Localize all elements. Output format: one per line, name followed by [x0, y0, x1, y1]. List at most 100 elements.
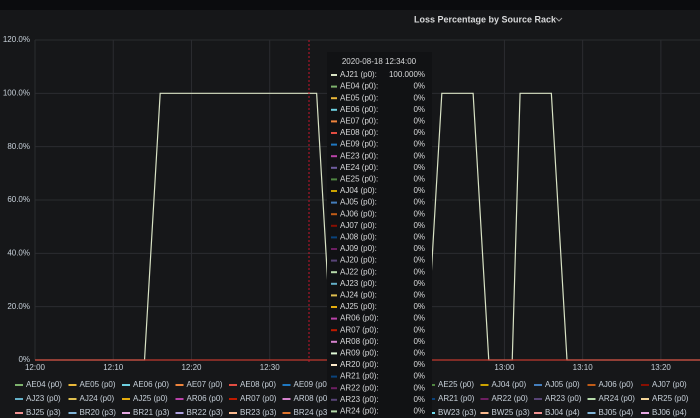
- legend-label[interactable]: AE04 (p0): [26, 380, 62, 389]
- legend-label[interactable]: AJ23 (p0): [26, 394, 61, 403]
- y-tick-label: 80.0%: [7, 142, 30, 151]
- tooltip-label: AE23 (p0):: [340, 151, 378, 160]
- legend-label[interactable]: AE25 (p0): [438, 380, 474, 389]
- tooltip-label: AJ08 (p0):: [340, 233, 377, 242]
- tooltip-label: AJ04 (p0):: [340, 186, 377, 195]
- panel-title[interactable]: Loss Percentage by Source Rack: [414, 14, 557, 24]
- tooltip-value: 0%: [413, 337, 425, 346]
- legend-label[interactable]: BW25 (p3): [492, 408, 531, 417]
- tooltip-value: 0%: [413, 221, 425, 230]
- legend-label[interactable]: AE09 (p0): [294, 380, 330, 389]
- legend-label[interactable]: BJ06 (p4): [652, 408, 687, 417]
- tooltip-value: 0%: [413, 140, 425, 149]
- legend-label[interactable]: AR21 (p0): [438, 394, 475, 403]
- tooltip-value: 0%: [413, 267, 425, 276]
- tooltip-label: AJ25 (p0):: [340, 302, 377, 311]
- tooltip-value: 0%: [413, 325, 425, 334]
- legend-label[interactable]: AR23 (p0): [545, 394, 582, 403]
- legend-label[interactable]: AR22 (p0): [492, 394, 529, 403]
- legend-label[interactable]: AJ04 (p0): [492, 380, 527, 389]
- y-tick-label: 20.0%: [7, 302, 30, 311]
- tooltip-label: AJ21 (p0):: [340, 70, 377, 79]
- legend: AE04 (p0) AE05 (p0) AE06 (p0) AE07 (p0) AE08…: [15, 380, 689, 417]
- legend-label[interactable]: BJ04 (p4): [545, 408, 580, 417]
- x-tick-label: 12:10: [103, 363, 124, 372]
- tooltip-value: 0%: [413, 256, 425, 265]
- legend-label[interactable]: BJ25 (p3): [26, 408, 61, 417]
- tooltip-label: AR20 (p0):: [340, 360, 379, 369]
- legend-label[interactable]: BR23 (p3): [240, 408, 277, 417]
- tooltip-label: AJ07 (p0):: [340, 221, 377, 230]
- legend-label[interactable]: BR24 (p3): [294, 408, 331, 417]
- tooltip-label: AE09 (p0):: [340, 140, 378, 149]
- plot-area: 0% 20.0% 40.0% 60.0% 80.0% 100.0% 120.0% 12:00 1…: [3, 35, 700, 372]
- legend-label[interactable]: AJ06 (p0): [599, 380, 634, 389]
- tooltip-value: 0%: [413, 383, 425, 392]
- tooltip-value: 0%: [413, 117, 425, 126]
- tooltip-label: AE25 (p0):: [340, 175, 378, 184]
- tooltip-label: AE06 (p0):: [340, 105, 378, 114]
- legend-label[interactable]: BJ05 (p4): [599, 408, 634, 417]
- legend-label[interactable]: AR07 (p0): [240, 394, 277, 403]
- legend-label[interactable]: AJ25 (p0): [133, 394, 168, 403]
- x-tick-label: 12:20: [181, 363, 202, 372]
- tooltip-time: 2020-08-18 12:34:00: [342, 57, 417, 66]
- tooltip-label: AR06 (p0):: [340, 314, 379, 323]
- series-line: [35, 92, 700, 361]
- tooltip-label: AE08 (p0):: [340, 128, 378, 137]
- tooltip-label: AE07 (p0):: [340, 117, 378, 126]
- tooltip-label: AR07 (p0):: [340, 325, 379, 334]
- tooltip-label: AJ05 (p0):: [340, 198, 377, 207]
- top-bar: [0, 0, 700, 10]
- tooltip-value: 0%: [413, 233, 425, 242]
- tooltip-label: AJ09 (p0):: [340, 244, 377, 253]
- legend-label[interactable]: AE06 (p0): [133, 380, 169, 389]
- y-tick-label: 0%: [18, 355, 30, 364]
- legend-label[interactable]: AE07 (p0): [187, 380, 223, 389]
- tooltip-value: 0%: [413, 128, 425, 137]
- tooltip-value: 0%: [413, 163, 425, 172]
- tooltip-value: 0%: [413, 93, 425, 102]
- y-tick-label: 100.0%: [3, 88, 30, 97]
- tooltip-label: AR08 (p0):: [340, 337, 379, 346]
- tooltip-label: AR09 (p0):: [340, 349, 379, 358]
- tooltip-label: AE04 (p0):: [340, 82, 378, 91]
- legend-label[interactable]: AR08 (p0): [294, 394, 331, 403]
- legend-label[interactable]: AE08 (p0): [240, 380, 276, 389]
- title-dropdown-icon[interactable]: [555, 17, 563, 22]
- tooltip-value: 0%: [413, 151, 425, 160]
- tooltip-value: 0%: [413, 279, 425, 288]
- tooltip-value: 0%: [413, 372, 425, 381]
- legend-label[interactable]: AJ07 (p0): [652, 380, 687, 389]
- tooltip-label: AR23 (p0):: [340, 395, 379, 404]
- legend-label[interactable]: AR25 (p0): [652, 394, 689, 403]
- tooltip-label: AJ06 (p0):: [340, 209, 377, 218]
- legend-label[interactable]: BR21 (p3): [133, 408, 170, 417]
- tooltip-value: 0%: [413, 302, 425, 311]
- x-tick-label: 12:30: [260, 363, 281, 372]
- x-tick-label: 13:20: [651, 363, 672, 372]
- legend-label[interactable]: AR06 (p0): [187, 394, 224, 403]
- legend-label[interactable]: AJ24 (p0): [80, 394, 115, 403]
- y-tick-label: 60.0%: [7, 195, 30, 204]
- tooltip-label: AJ22 (p0):: [340, 267, 377, 276]
- legend-label[interactable]: AJ05 (p0): [545, 380, 580, 389]
- tooltip-value: 0%: [413, 360, 425, 369]
- tooltip-label: AR22 (p0):: [340, 383, 379, 392]
- tooltip-value: 100.000%: [389, 70, 425, 79]
- legend-label[interactable]: AE05 (p0): [80, 380, 116, 389]
- tooltip: 2020-08-18 12:34:00 AJ21 (p0): 100.000% AE…: [327, 52, 432, 418]
- tooltip-value: 0%: [413, 395, 425, 404]
- legend-label[interactable]: AR24 (p0): [599, 394, 636, 403]
- x-tick-label: 13:10: [573, 363, 594, 372]
- tooltip-value: 0%: [413, 291, 425, 300]
- x-tick-label: 12:00: [25, 363, 46, 372]
- legend-label[interactable]: BR20 (p3): [80, 408, 117, 417]
- tooltip-label: AE05 (p0):: [340, 93, 378, 102]
- x-tick-label: 13:00: [494, 363, 515, 372]
- legend-label[interactable]: BW23 (p3): [438, 408, 477, 417]
- tooltip-value: 0%: [413, 209, 425, 218]
- legend-label[interactable]: BR22 (p3): [187, 408, 224, 417]
- y-tick-label: 120.0%: [3, 35, 30, 44]
